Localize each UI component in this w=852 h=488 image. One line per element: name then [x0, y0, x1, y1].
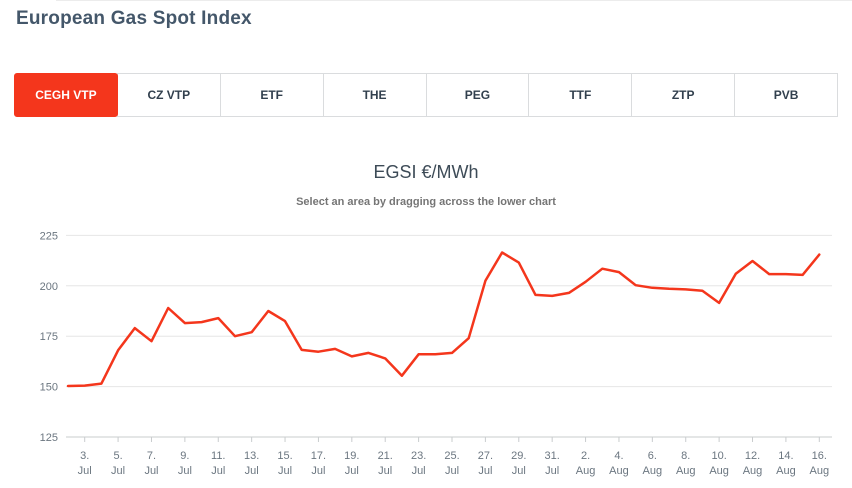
x-axis-label-month: Jul — [345, 465, 359, 477]
x-axis-label-month: Jul — [445, 465, 459, 477]
y-axis-label: 200 — [40, 281, 58, 293]
x-axis-label-month: Aug — [810, 465, 830, 477]
top-divider — [56, 0, 852, 1]
x-axis-label-month: Jul — [278, 465, 292, 477]
x-axis-label-day: 19. — [344, 450, 359, 462]
x-axis-label-day: 21. — [378, 450, 393, 462]
tab-label: ZTP — [671, 88, 695, 102]
tab-ttf[interactable]: TTF — [528, 73, 633, 117]
x-axis-label-month: Jul — [512, 465, 526, 477]
x-axis-label-month: Aug — [643, 465, 663, 477]
y-axis-label: 150 — [40, 382, 58, 394]
x-axis-label-month: Aug — [609, 465, 629, 477]
tab-label: ETF — [260, 88, 284, 102]
x-axis-label-month: Aug — [743, 465, 763, 477]
tab-etf[interactable]: ETF — [219, 73, 324, 117]
x-axis-label-day: 17. — [311, 450, 326, 462]
x-axis-label-day: 2. — [581, 450, 590, 462]
tab-label: CEGH VTP — [35, 88, 97, 102]
x-axis-label-day: 4. — [614, 450, 623, 462]
page-title: European Gas Spot Index — [16, 8, 252, 29]
y-axis-label: 225 — [40, 230, 58, 242]
x-axis-label-month: Jul — [78, 465, 92, 477]
x-axis-label-day: 7. — [147, 450, 156, 462]
x-axis-label-day: 16. — [812, 450, 827, 462]
tab-label: PVB — [773, 88, 799, 102]
x-axis-label-month: Aug — [709, 465, 729, 477]
x-axis-label-day: 31. — [545, 450, 560, 462]
x-axis-label-day: 3. — [80, 450, 89, 462]
x-axis-label-month: Jul — [311, 465, 325, 477]
x-axis-label-day: 29. — [511, 450, 526, 462]
x-axis-label-day: 12. — [745, 450, 760, 462]
tab-label: PEG — [464, 88, 491, 102]
x-axis-label-day: 23. — [411, 450, 426, 462]
chart-subtitle: Select an area by dragging across the lo… — [296, 196, 556, 208]
tab-label: CZ VTP — [147, 88, 191, 102]
y-axis-label: 175 — [40, 331, 58, 343]
tab-peg[interactable]: PEG — [425, 73, 530, 117]
x-axis-label-month: Jul — [378, 465, 392, 477]
x-axis-label-month: Aug — [676, 465, 696, 477]
x-axis-label-day: 14. — [778, 450, 793, 462]
chart-title: EGSI €/MWh — [373, 162, 479, 182]
x-axis-label-day: 5. — [113, 450, 122, 462]
x-axis-label-month: Jul — [545, 465, 559, 477]
x-axis-label-month: Aug — [776, 465, 796, 477]
tab-the[interactable]: THE — [322, 73, 427, 117]
tab-ztp[interactable]: ZTP — [631, 73, 736, 117]
x-axis-label-day: 8. — [681, 450, 690, 462]
x-axis-label-day: 11. — [211, 450, 225, 462]
x-axis-label-month: Jul — [245, 465, 259, 477]
x-axis-label-day: 9. — [180, 450, 189, 462]
x-axis-label-month: Aug — [576, 465, 596, 477]
x-axis-label-month: Jul — [144, 465, 158, 477]
tab-label: THE — [362, 88, 387, 102]
x-axis-label-day: 13. — [244, 450, 259, 462]
tab-cegh-vtp[interactable]: CEGH VTP — [14, 73, 118, 117]
x-axis-label-day: 6. — [648, 450, 657, 462]
hub-tabbar: CEGH VTP CZ VTP ETF THE PEG TTF ZTP PVB — [14, 73, 838, 117]
x-axis-label-month: Jul — [211, 465, 225, 477]
x-axis-label-day: 25. — [444, 450, 459, 462]
x-axis-label-day: 15. — [277, 450, 292, 462]
chart-plot-area[interactable] — [66, 225, 832, 437]
x-axis-label-day: 27. — [478, 450, 493, 462]
tab-label: TTF — [569, 88, 592, 102]
x-axis-label-month: Jul — [412, 465, 426, 477]
x-axis-label-month: Jul — [178, 465, 192, 477]
tab-pvb[interactable]: PVB — [734, 73, 838, 117]
y-axis-label: 125 — [40, 432, 58, 444]
x-axis-label-month: Jul — [478, 465, 492, 477]
x-axis-label-day: 10. — [711, 450, 726, 462]
tab-cz-vtp[interactable]: CZ VTP — [116, 73, 221, 117]
x-axis-label-month: Jul — [111, 465, 125, 477]
